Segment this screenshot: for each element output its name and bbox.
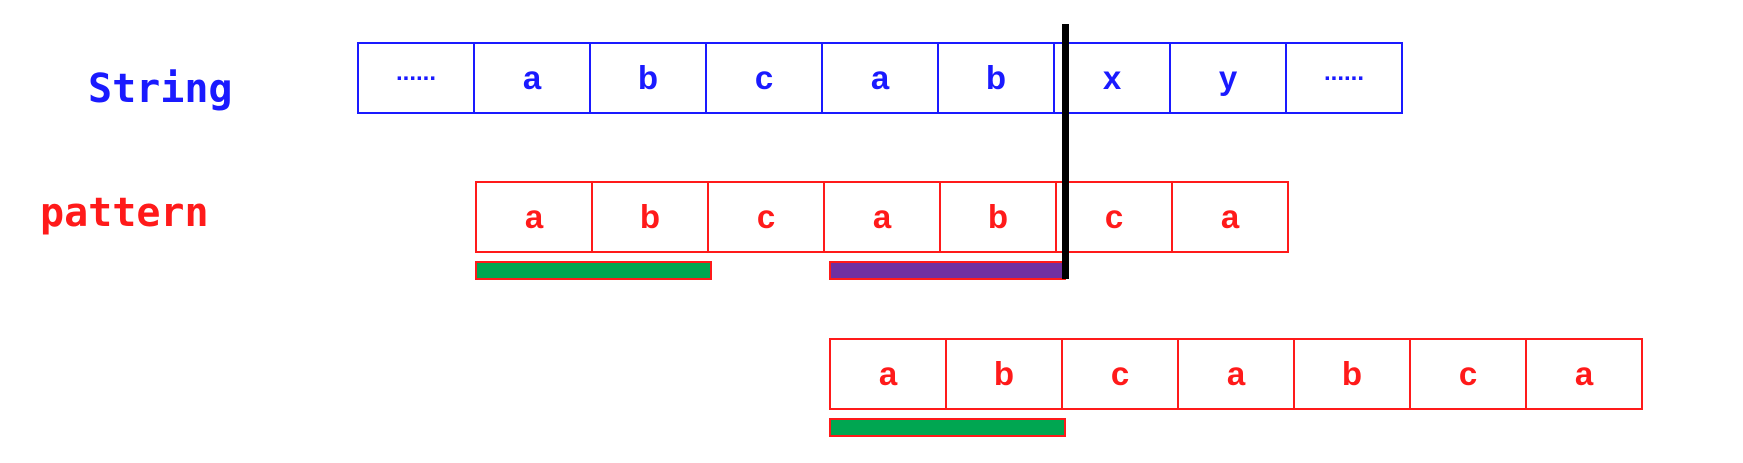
string-cell: a <box>821 42 939 114</box>
pattern-row-aligned: a b c a b c a <box>475 181 1289 253</box>
pattern-cell: b <box>939 181 1057 253</box>
string-cell: a <box>473 42 591 114</box>
pattern-cell: a <box>1171 181 1289 253</box>
string-cell: x <box>1053 42 1171 114</box>
pattern-cell: b <box>591 181 709 253</box>
string-row: ...... a b c a b x y ...... <box>357 42 1403 114</box>
pattern-cell: b <box>1293 338 1411 410</box>
pattern-cell: a <box>823 181 941 253</box>
pattern-cell: a <box>1177 338 1295 410</box>
string-cell: b <box>937 42 1055 114</box>
prefix-highlight-bar <box>475 261 712 280</box>
pattern-row-shifted: a b c a b c a <box>829 338 1643 410</box>
pattern-cell: c <box>1055 181 1173 253</box>
string-cell: b <box>589 42 707 114</box>
pattern-cell: b <box>945 338 1063 410</box>
suffix-highlight-bar <box>829 261 1066 280</box>
string-cell: c <box>705 42 823 114</box>
string-cell: ...... <box>1285 42 1403 114</box>
pattern-cell: a <box>829 338 947 410</box>
string-label: String <box>88 66 233 112</box>
string-cell: ...... <box>357 42 475 114</box>
pattern-cell: a <box>1525 338 1643 410</box>
pattern-cell: c <box>1409 338 1527 410</box>
mismatch-line <box>1062 24 1069 279</box>
pattern-label: pattern <box>40 190 209 236</box>
shifted-prefix-highlight-bar <box>829 418 1066 437</box>
pattern-cell: c <box>707 181 825 253</box>
string-cell: y <box>1169 42 1287 114</box>
pattern-cell: c <box>1061 338 1179 410</box>
pattern-cell: a <box>475 181 593 253</box>
